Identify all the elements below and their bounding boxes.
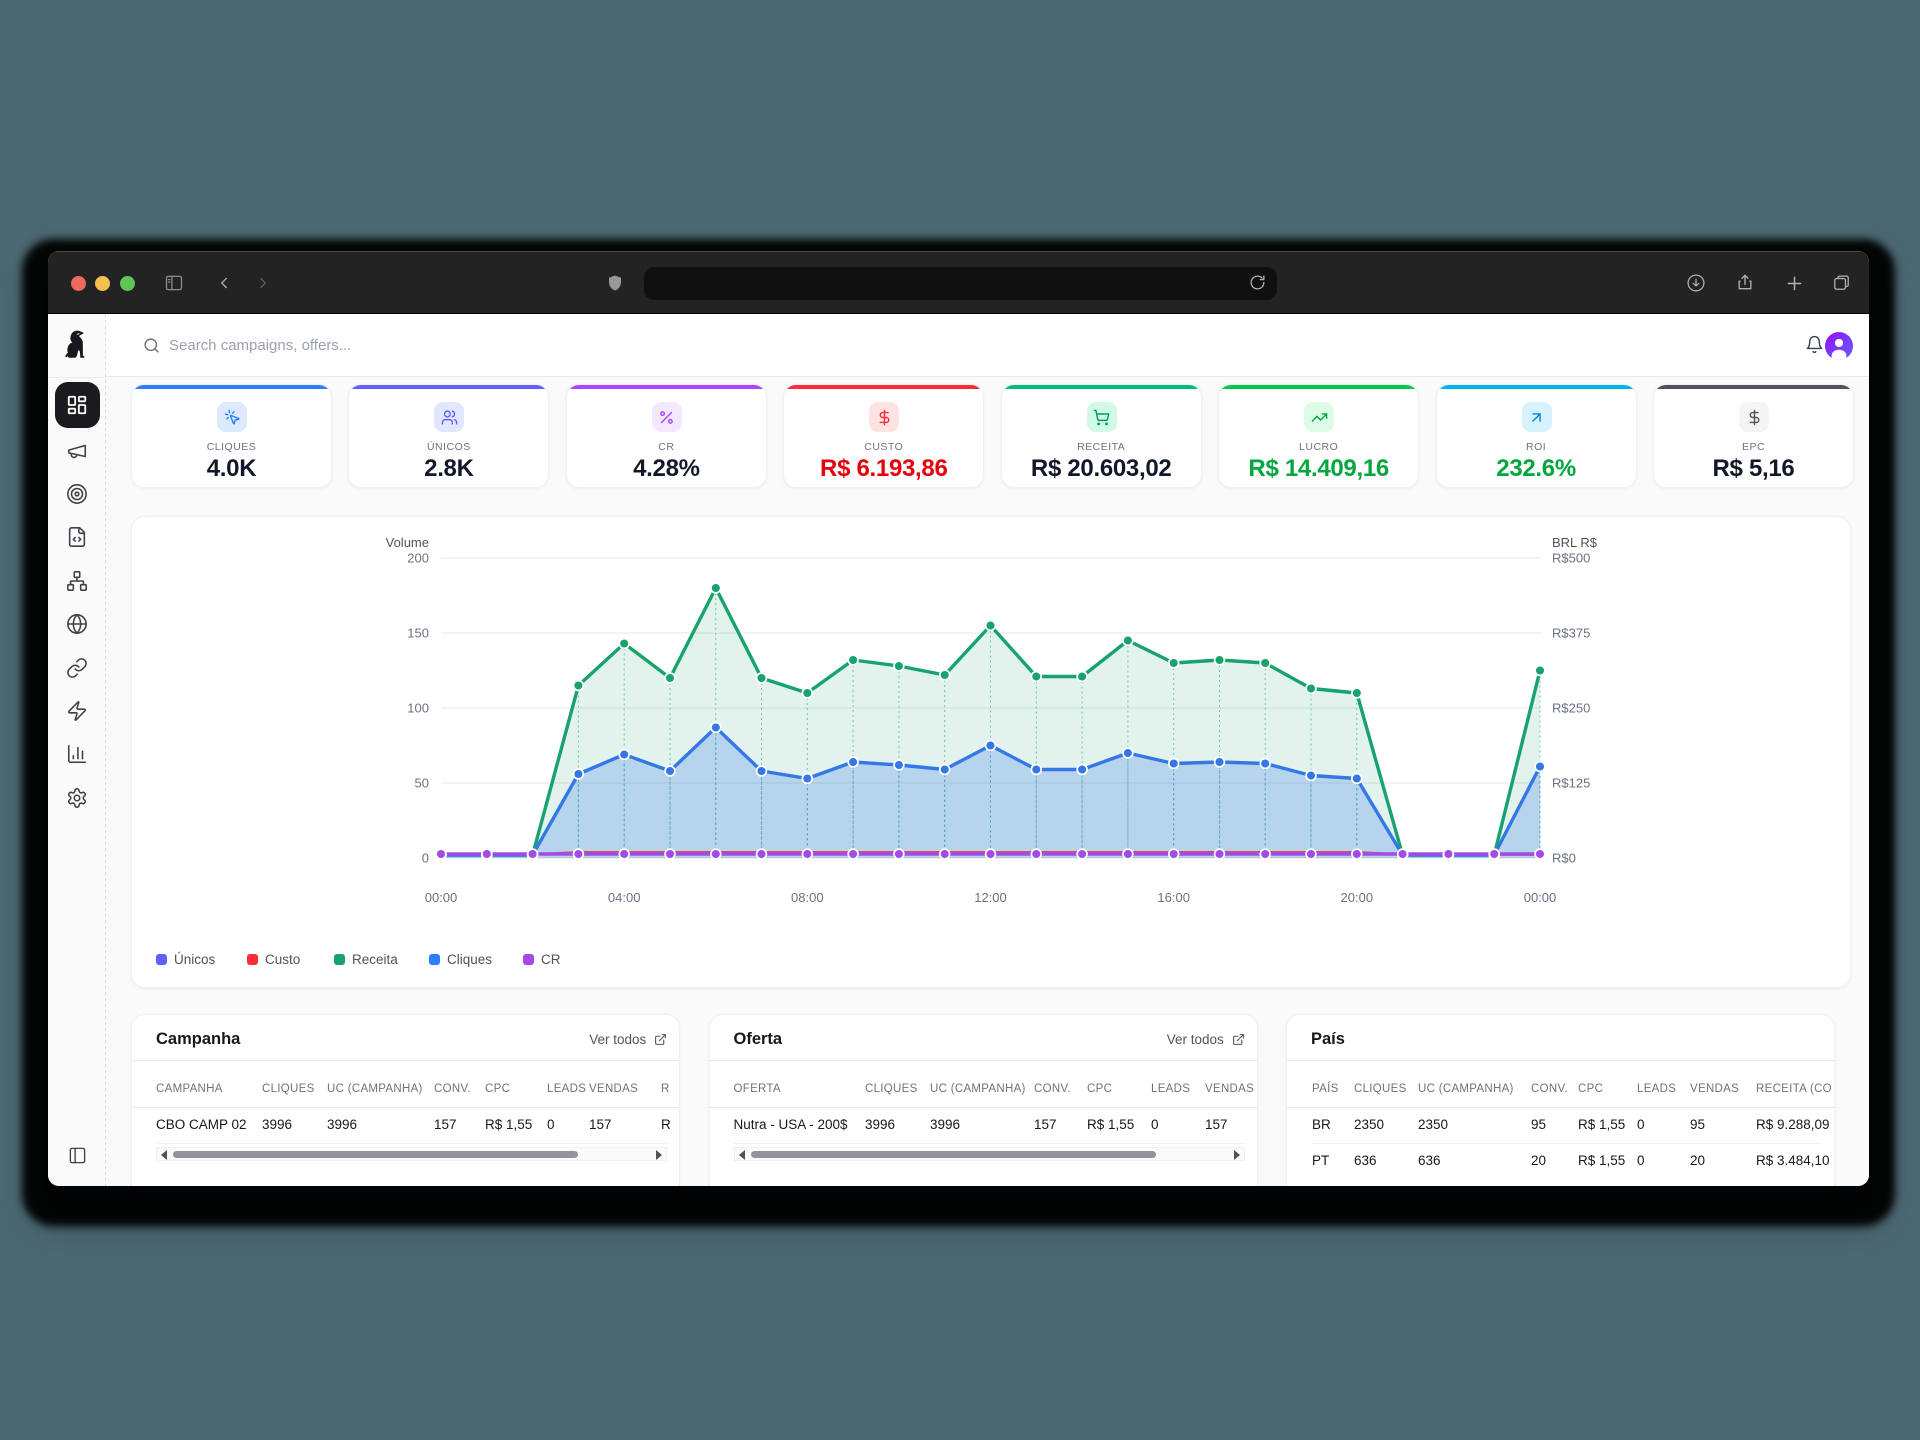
svg-text:150: 150	[407, 626, 429, 641]
svg-text:12:00: 12:00	[974, 890, 1007, 905]
svg-text:00:00: 00:00	[425, 890, 458, 905]
svg-text:BRL R$: BRL R$	[1552, 535, 1598, 550]
svg-text:Cliques: Cliques	[447, 952, 492, 967]
svg-text:Custo: Custo	[265, 952, 300, 967]
svg-text:100: 100	[407, 701, 429, 716]
svg-text:20:00: 20:00	[1341, 890, 1374, 905]
svg-text:Volume: Volume	[386, 535, 429, 550]
svg-text:00:00: 00:00	[1524, 890, 1557, 905]
svg-text:50: 50	[415, 776, 429, 791]
svg-text:04:00: 04:00	[608, 890, 641, 905]
svg-text:16:00: 16:00	[1157, 890, 1190, 905]
svg-text:0: 0	[422, 851, 429, 866]
svg-text:200: 200	[407, 551, 429, 566]
svg-text:CR: CR	[541, 952, 561, 967]
svg-text:08:00: 08:00	[791, 890, 824, 905]
svg-text:Receita: Receita	[352, 952, 398, 967]
svg-text:R$375: R$375	[1552, 626, 1590, 641]
svg-text:Únicos: Únicos	[174, 952, 216, 967]
svg-text:R$500: R$500	[1552, 551, 1590, 566]
svg-text:R$0: R$0	[1552, 851, 1576, 866]
svg-text:R$125: R$125	[1552, 776, 1590, 791]
svg-text:R$250: R$250	[1552, 701, 1590, 716]
